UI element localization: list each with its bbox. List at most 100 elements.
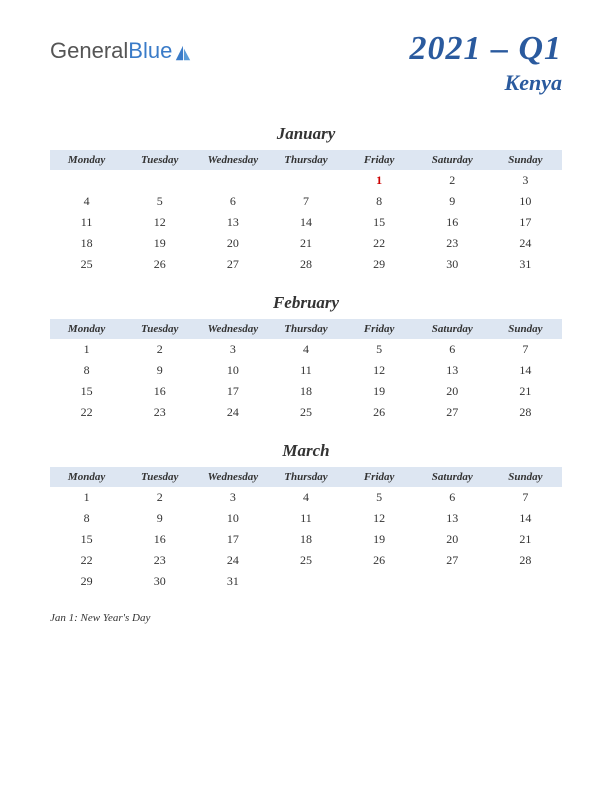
day-header: Wednesday <box>196 150 269 170</box>
calendar-row: 891011121314 <box>50 508 562 529</box>
sail-icon <box>174 42 192 60</box>
day-header: Thursday <box>269 319 342 339</box>
calendar-cell: 26 <box>123 254 196 275</box>
calendar-cell: 28 <box>269 254 342 275</box>
calendar-cell: 15 <box>343 212 416 233</box>
day-header: Tuesday <box>123 150 196 170</box>
calendar-cell: 28 <box>489 402 562 423</box>
calendar-cell: 12 <box>343 508 416 529</box>
calendar-cell: 6 <box>196 191 269 212</box>
calendar-cell: 30 <box>123 571 196 592</box>
calendar-cell: 26 <box>343 402 416 423</box>
calendar-cell: 31 <box>489 254 562 275</box>
calendar-cell <box>269 170 342 191</box>
calendar-cell: 24 <box>489 233 562 254</box>
calendar-cell: 16 <box>416 212 489 233</box>
calendar-cell: 1 <box>343 170 416 191</box>
calendar-cell: 11 <box>269 508 342 529</box>
calendar-cell: 20 <box>196 233 269 254</box>
day-header: Monday <box>50 467 123 487</box>
calendar-cell: 12 <box>123 212 196 233</box>
holiday-note: Jan 1: New Year's Day <box>50 612 562 624</box>
day-header: Saturday <box>416 467 489 487</box>
calendar-cell: 5 <box>343 487 416 508</box>
calendar-cell: 1 <box>50 339 123 360</box>
calendar-cell: 25 <box>269 550 342 571</box>
calendar-cell: 15 <box>50 529 123 550</box>
calendar-cell: 2 <box>123 487 196 508</box>
calendar-cell: 28 <box>489 550 562 571</box>
calendar-row: 18192021222324 <box>50 233 562 254</box>
day-header: Friday <box>343 467 416 487</box>
month-name: January <box>50 124 562 144</box>
calendar-cell: 29 <box>50 571 123 592</box>
calendar-cell: 7 <box>489 487 562 508</box>
calendar-cell: 31 <box>196 571 269 592</box>
calendar-cell: 4 <box>269 339 342 360</box>
calendar-cell: 12 <box>343 360 416 381</box>
day-header: Wednesday <box>196 467 269 487</box>
calendar-cell <box>489 571 562 592</box>
calendar-row: 22232425262728 <box>50 402 562 423</box>
calendar-cell: 18 <box>269 529 342 550</box>
calendar-cell: 22 <box>50 550 123 571</box>
calendar-cell: 13 <box>416 508 489 529</box>
calendar-cell: 18 <box>50 233 123 254</box>
calendar-cell: 7 <box>269 191 342 212</box>
calendar-cell: 5 <box>343 339 416 360</box>
calendar-cell: 11 <box>269 360 342 381</box>
calendar-table: MondayTuesdayWednesdayThursdayFridaySatu… <box>50 319 562 423</box>
calendar-cell: 23 <box>416 233 489 254</box>
day-header: Thursday <box>269 150 342 170</box>
day-header: Sunday <box>489 319 562 339</box>
calendar-cell: 19 <box>123 233 196 254</box>
calendar-cell: 10 <box>489 191 562 212</box>
calendar-cell: 14 <box>489 360 562 381</box>
calendar-cell: 9 <box>123 508 196 529</box>
day-header: Monday <box>50 319 123 339</box>
calendar-cell: 8 <box>50 508 123 529</box>
calendar-cell: 20 <box>416 529 489 550</box>
day-header: Thursday <box>269 467 342 487</box>
calendar-row: 123 <box>50 170 562 191</box>
calendar-cell: 21 <box>269 233 342 254</box>
calendar-cell: 17 <box>196 381 269 402</box>
calendar-cell: 21 <box>489 381 562 402</box>
calendar-cell: 13 <box>416 360 489 381</box>
calendar-row: 293031 <box>50 571 562 592</box>
month-block: MarchMondayTuesdayWednesdayThursdayFrida… <box>50 441 562 592</box>
calendar-cell: 7 <box>489 339 562 360</box>
calendar-cell: 8 <box>50 360 123 381</box>
calendar-cell: 21 <box>489 529 562 550</box>
logo-text-general: General <box>50 38 128 64</box>
calendar-cell: 17 <box>489 212 562 233</box>
calendar-cell: 10 <box>196 508 269 529</box>
calendar-cell: 6 <box>416 487 489 508</box>
day-header: Friday <box>343 150 416 170</box>
calendar-cell: 20 <box>416 381 489 402</box>
calendar-cell: 13 <box>196 212 269 233</box>
calendar-cell: 3 <box>196 339 269 360</box>
calendar-row: 1234567 <box>50 339 562 360</box>
day-header: Tuesday <box>123 467 196 487</box>
calendar-cell <box>123 170 196 191</box>
day-header: Tuesday <box>123 319 196 339</box>
calendar-cell: 2 <box>416 170 489 191</box>
calendar-cell: 3 <box>196 487 269 508</box>
day-header: Saturday <box>416 319 489 339</box>
calendar-cell: 14 <box>489 508 562 529</box>
calendar-row: 1234567 <box>50 487 562 508</box>
calendar-table: MondayTuesdayWednesdayThursdayFridaySatu… <box>50 150 562 275</box>
calendar-row: 11121314151617 <box>50 212 562 233</box>
calendar-cell: 15 <box>50 381 123 402</box>
day-header: Wednesday <box>196 319 269 339</box>
day-header: Friday <box>343 319 416 339</box>
calendar-cell <box>269 571 342 592</box>
calendar-cell: 24 <box>196 402 269 423</box>
calendar-row: 891011121314 <box>50 360 562 381</box>
month-block: FebruaryMondayTuesdayWednesdayThursdayFr… <box>50 293 562 423</box>
calendar-table: MondayTuesdayWednesdayThursdayFridaySatu… <box>50 467 562 592</box>
calendar-cell: 10 <box>196 360 269 381</box>
calendar-cell: 25 <box>50 254 123 275</box>
title-block: 2021 – Q1 Kenya <box>409 30 562 96</box>
